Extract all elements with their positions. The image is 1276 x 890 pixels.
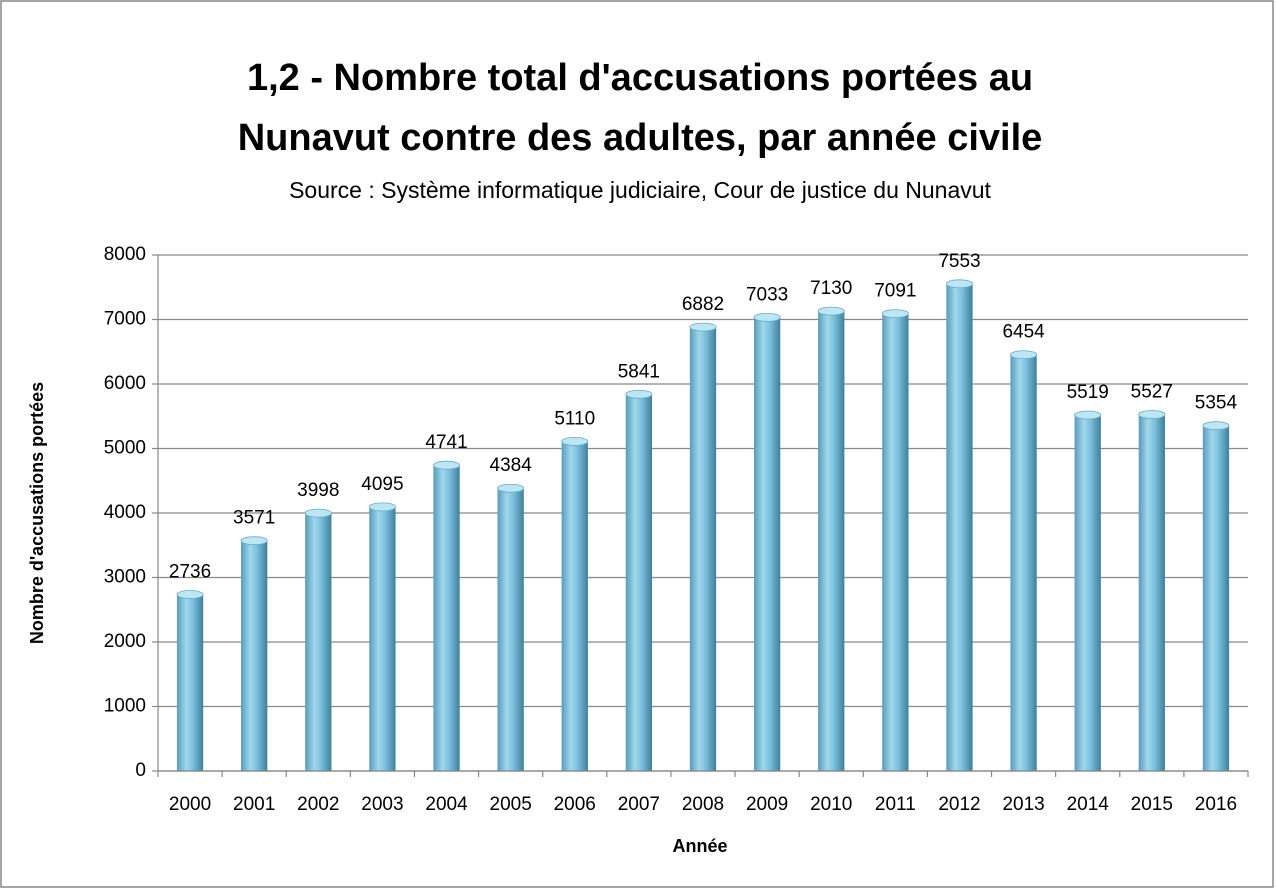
bar (1010, 354, 1037, 771)
x-tick-label: 2010 (810, 794, 852, 815)
x-axis-label: Année (672, 836, 727, 856)
bar-cap (817, 306, 845, 316)
x-tick-label: 2011 (875, 794, 916, 815)
data-label: 7033 (746, 284, 788, 305)
bar (1074, 415, 1101, 771)
data-label: 7091 (874, 281, 916, 302)
bar-cap (176, 590, 204, 599)
data-label: 7553 (938, 251, 980, 272)
x-tick-label: 2005 (490, 794, 532, 815)
data-label: 5110 (554, 408, 595, 429)
chart-subtitle: Source : Système informatique judiciaire… (289, 177, 991, 203)
bar-cap (561, 437, 589, 446)
bar (241, 540, 268, 771)
bar-cap (881, 309, 909, 319)
x-tick-label: 2003 (361, 794, 403, 815)
y-tick-label: 2000 (104, 631, 146, 652)
data-label: 5519 (1067, 382, 1109, 403)
bar (689, 327, 717, 771)
bar (882, 313, 909, 771)
x-tick-label: 2007 (618, 794, 660, 815)
bar (176, 594, 204, 771)
x-tick-label: 2008 (682, 794, 724, 815)
bar (946, 283, 973, 771)
data-label: 4741 (425, 432, 467, 453)
y-tick-label: 1000 (104, 696, 146, 717)
x-tick-label: 2016 (1195, 794, 1237, 815)
bar (753, 317, 781, 771)
bar (1202, 425, 1230, 771)
x-tick-label: 2014 (1067, 794, 1110, 815)
bar (1138, 414, 1165, 771)
bar-cap (1010, 350, 1038, 360)
bar-cap (432, 460, 461, 470)
x-tick-label: 2002 (297, 794, 339, 815)
bar-cap (368, 502, 396, 512)
y-tick-label: 5000 (104, 438, 146, 459)
bar (433, 465, 460, 771)
x-tick-label: 2015 (1131, 794, 1173, 815)
data-label: 7130 (810, 278, 852, 299)
data-label: 3998 (297, 480, 339, 501)
bar-cap (753, 312, 781, 322)
y-tick-label: 3000 (104, 567, 146, 588)
data-label: 5527 (1131, 382, 1173, 403)
x-tick-label: 2000 (169, 794, 211, 815)
bar (625, 394, 653, 771)
bar-cap (1202, 421, 1230, 431)
bar-cap (240, 536, 268, 546)
data-label: 4384 (490, 455, 533, 476)
data-label: 3571 (233, 508, 275, 529)
data-label: 6882 (682, 294, 724, 315)
data-label: 5841 (618, 361, 660, 382)
y-tick-label: 8000 (104, 244, 146, 265)
y-tick-label: 0 (135, 760, 146, 781)
bar-cap (625, 389, 653, 399)
x-tick-label: 2006 (554, 794, 596, 815)
y-tick-label: 7000 (104, 309, 146, 330)
bar-cap (497, 483, 525, 493)
x-tick-label: 2009 (746, 794, 788, 815)
bar (497, 488, 524, 771)
data-label: 6454 (1002, 322, 1045, 343)
x-tick-label: 2001 (233, 794, 275, 815)
chart-title: 1,2 - Nombre total d'accusations portées… (247, 57, 1033, 99)
bar (369, 506, 396, 771)
y-axis-label: Nombre d'accusations portées (27, 382, 47, 644)
bar-cap (1138, 410, 1166, 419)
x-tick-label: 2012 (938, 794, 980, 815)
bar-cap (689, 322, 717, 332)
bar (561, 441, 588, 771)
x-tick-label: 2013 (1002, 794, 1044, 815)
data-label: 5354 (1195, 393, 1238, 414)
chart-title: Nunavut contre des adultes, par année ci… (238, 117, 1043, 159)
bar-cap (304, 508, 332, 518)
y-tick-label: 4000 (104, 502, 146, 523)
bar-cap (945, 279, 974, 289)
bar-cap (1074, 410, 1102, 420)
bar (818, 311, 845, 771)
bar (305, 513, 332, 771)
data-label: 4095 (361, 474, 403, 495)
y-tick-label: 6000 (104, 373, 146, 394)
x-tick-label: 2004 (425, 794, 468, 815)
data-label: 2736 (169, 562, 211, 583)
